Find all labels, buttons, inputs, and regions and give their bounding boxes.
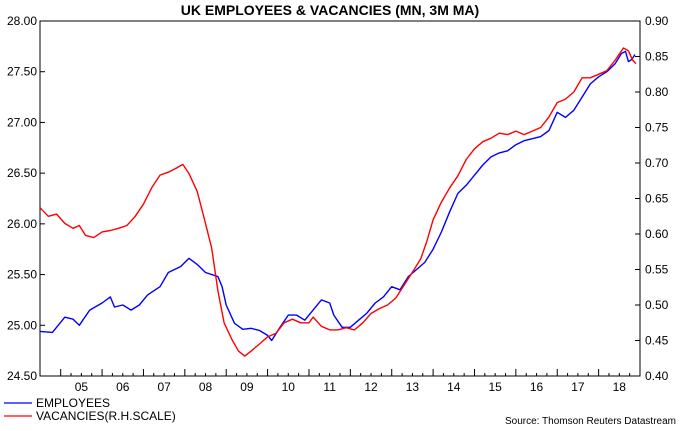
right-tick-label: 0.45 <box>645 334 669 348</box>
right-tick-label: 0.90 <box>645 14 669 28</box>
x-tick-label: 14 <box>447 380 461 394</box>
left-tick-label: 28.00 <box>7 14 37 28</box>
right-tick-label: 0.75 <box>645 121 669 135</box>
right-tick-label: 0.40 <box>645 369 669 383</box>
left-tick-label: 24.50 <box>7 369 37 383</box>
x-tick-label: 05 <box>75 380 89 394</box>
x-axis: 05 06 07 08 09 10 11 12 13 14 15 16 17 18 <box>60 369 641 394</box>
x-tick-label: 18 <box>613 380 627 394</box>
right-tick-label: 0.50 <box>645 298 669 312</box>
source-note: Source: Thomson Reuters Datastream <box>505 416 676 427</box>
left-tick-label: 27.00 <box>7 115 37 129</box>
right-tick-label: 0.80 <box>645 85 669 99</box>
x-tick-label: 13 <box>406 380 420 394</box>
legend: EMPLOYEES VACANCIES(R.H.SCALE) <box>4 396 176 423</box>
chart-title: UK EMPLOYEES & VACANCIES (MN, 3M MA) <box>181 2 479 18</box>
right-tick-label: 0.70 <box>645 156 669 170</box>
right-tick-label: 0.65 <box>645 192 669 206</box>
x-tick-label: 17 <box>571 380 585 394</box>
left-tick-label: 25.50 <box>7 268 37 282</box>
left-tick-label: 26.50 <box>7 166 37 180</box>
series-line-employees <box>39 50 636 342</box>
x-tick-label: 11 <box>323 380 336 394</box>
right-tick-label: 0.85 <box>645 50 669 64</box>
legend-label-vacancies: VACANCIES(R.H.SCALE) <box>36 409 176 423</box>
left-tick-label: 25.00 <box>7 318 37 332</box>
x-tick-label: 16 <box>530 380 544 394</box>
legend-label-employees: EMPLOYEES <box>36 396 110 410</box>
series-lines <box>39 47 637 357</box>
left-tick-label: 26.00 <box>7 217 37 231</box>
x-tick-label: 07 <box>157 380 171 394</box>
x-tick-label: 08 <box>199 380 213 394</box>
x-tick-label: 10 <box>282 380 296 394</box>
x-tick-label: 09 <box>240 380 254 394</box>
x-tick-label: 12 <box>364 380 378 394</box>
x-tick-label: 06 <box>116 380 130 394</box>
left-tick-label: 27.50 <box>7 65 37 79</box>
plot-frame <box>39 20 641 377</box>
right-axis: 0.90 0.85 0.80 0.75 0.70 0.65 0.60 0.55 0.50 0.45… <box>635 14 669 383</box>
series-line-vacancies-r-h-scale <box>39 47 637 357</box>
right-tick-label: 0.55 <box>645 263 669 277</box>
right-tick-label: 0.60 <box>645 227 669 241</box>
left-axis: 28.00 27.50 27.00 26.50 26.00 25.50 25.00 24.50 <box>7 14 45 383</box>
x-tick-label: 15 <box>488 380 502 394</box>
